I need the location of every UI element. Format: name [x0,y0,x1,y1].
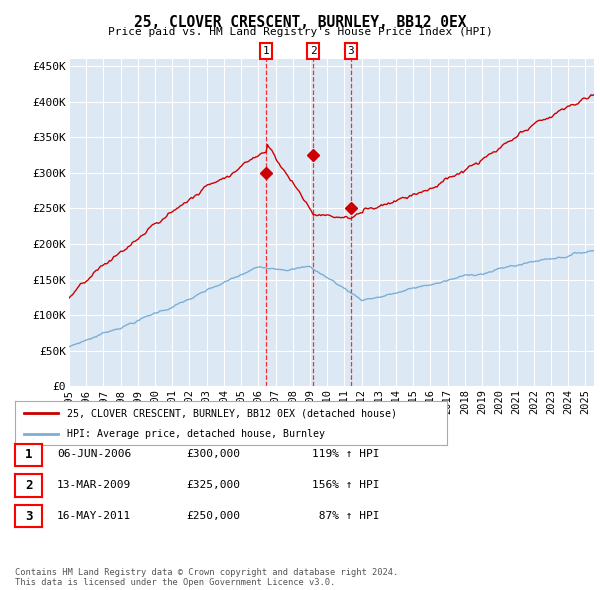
Text: £250,000: £250,000 [186,511,240,520]
Text: 2: 2 [310,46,317,55]
Text: HPI: Average price, detached house, Burnley: HPI: Average price, detached house, Burn… [67,428,325,438]
Text: 1: 1 [25,448,32,461]
Text: 156% ↑ HPI: 156% ↑ HPI [312,480,380,490]
Text: 119% ↑ HPI: 119% ↑ HPI [312,450,380,459]
Text: 1: 1 [262,46,269,55]
Text: Price paid vs. HM Land Registry's House Price Index (HPI): Price paid vs. HM Land Registry's House … [107,27,493,37]
Text: 3: 3 [347,46,354,55]
Text: 25, CLOVER CRESCENT, BURNLEY, BB12 0EX: 25, CLOVER CRESCENT, BURNLEY, BB12 0EX [134,15,466,30]
Text: 06-JUN-2006: 06-JUN-2006 [57,450,131,459]
Text: 13-MAR-2009: 13-MAR-2009 [57,480,131,490]
Text: Contains HM Land Registry data © Crown copyright and database right 2024.
This d: Contains HM Land Registry data © Crown c… [15,568,398,587]
Text: £325,000: £325,000 [186,480,240,490]
Text: 3: 3 [25,510,32,523]
Text: 87% ↑ HPI: 87% ↑ HPI [312,511,380,520]
Text: 16-MAY-2011: 16-MAY-2011 [57,511,131,520]
Text: 25, CLOVER CRESCENT, BURNLEY, BB12 0EX (detached house): 25, CLOVER CRESCENT, BURNLEY, BB12 0EX (… [67,408,397,418]
Text: 2: 2 [25,479,32,492]
Text: £300,000: £300,000 [186,450,240,459]
